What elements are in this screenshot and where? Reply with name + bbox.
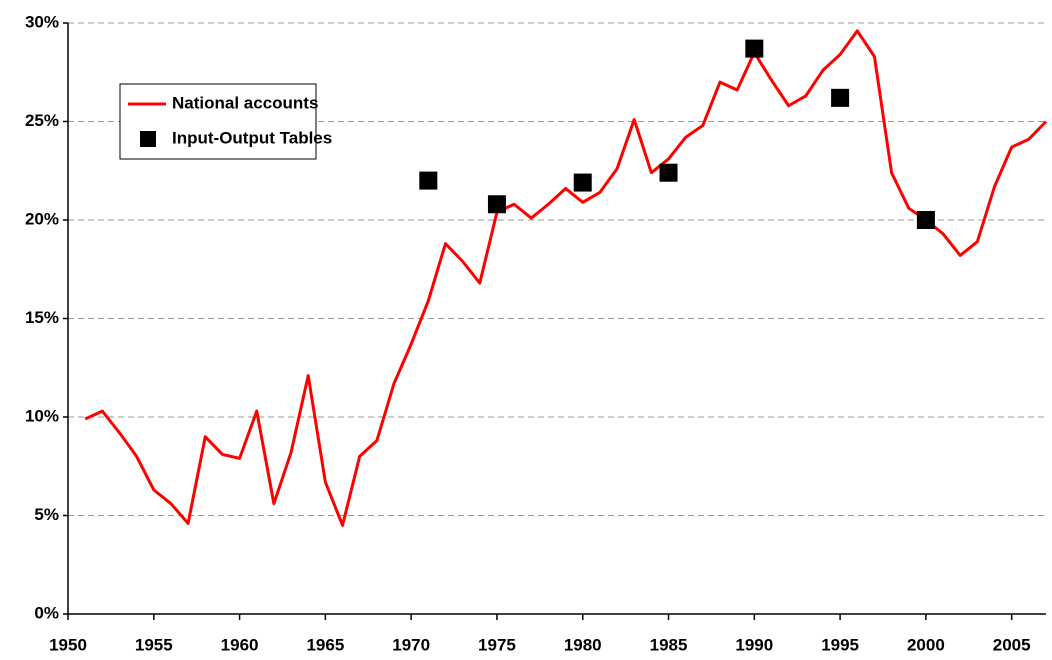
legend-label: National accounts xyxy=(172,93,318,112)
x-tick-label: 1995 xyxy=(821,635,859,654)
legend-label: Input-Output Tables xyxy=(172,128,332,147)
x-tick-label: 1975 xyxy=(478,635,516,654)
y-tick-label: 30% xyxy=(25,12,59,31)
y-tick-label: 20% xyxy=(25,209,59,228)
y-tick-label: 25% xyxy=(25,111,59,130)
x-tick-label: 2005 xyxy=(993,635,1031,654)
x-tick-label: 1970 xyxy=(392,635,430,654)
y-tick-label: 5% xyxy=(34,505,59,524)
scatter-point xyxy=(916,211,935,229)
x-tick-label: 1990 xyxy=(735,635,773,654)
x-tick-label: 1985 xyxy=(650,635,688,654)
x-tick-label: 1980 xyxy=(564,635,602,654)
line-series xyxy=(84,29,1048,527)
x-tick-label: 1960 xyxy=(221,635,259,654)
y-tick-label: 10% xyxy=(25,406,59,425)
scatter-point xyxy=(659,163,678,182)
x-tick-label: 2000 xyxy=(907,635,945,654)
scatter-point xyxy=(487,195,506,214)
scatter-point xyxy=(745,39,764,58)
legend-swatch xyxy=(140,131,156,147)
scatter-point xyxy=(831,88,850,107)
x-tick-label: 1965 xyxy=(306,635,344,654)
y-tick-label: 0% xyxy=(34,603,59,622)
scatter-point xyxy=(573,173,592,192)
scatter-point xyxy=(419,171,438,190)
y-tick-label: 15% xyxy=(25,308,59,327)
x-tick-label: 1950 xyxy=(49,635,87,654)
x-tick-label: 1955 xyxy=(135,635,173,654)
